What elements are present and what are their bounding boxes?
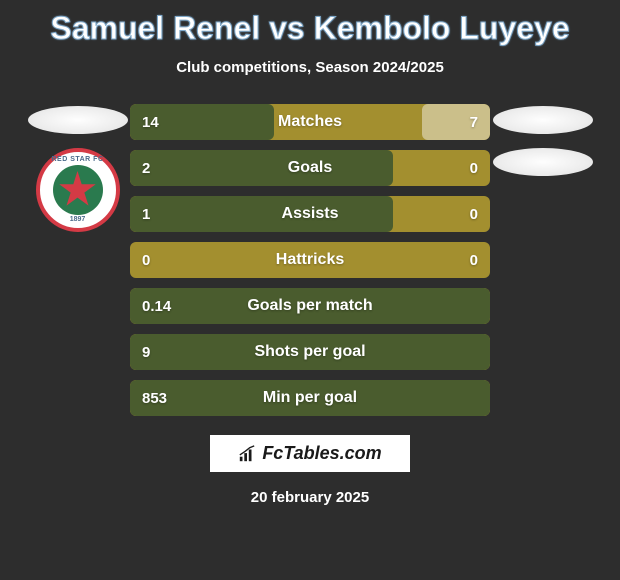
left-fill bbox=[130, 150, 393, 186]
left-value: 0.14 bbox=[142, 298, 171, 315]
stat-row: 853 Min per goal bbox=[130, 380, 490, 416]
stat-label: Goals per match bbox=[247, 297, 372, 315]
left-value: 9 bbox=[142, 344, 150, 361]
club-year-text: 1897 bbox=[70, 216, 86, 223]
stat-label: Hattricks bbox=[276, 251, 344, 269]
stat-label: Shots per goal bbox=[254, 343, 365, 361]
brand-text: FcTables.com bbox=[262, 443, 381, 464]
stat-bars: 14 7 Matches 2 0 Goals 1 0 Assists 0 0 Hattricks 0.1… bbox=[130, 104, 490, 416]
left-player-column: RED STAR FC 1897 bbox=[25, 104, 130, 416]
comparison-infographic: Samuel Renel vs Kembolo Luyeye Club comp… bbox=[0, 0, 620, 580]
main-area: RED STAR FC 1897 14 7 Matches 2 0 Goals 1 0 Assi… bbox=[0, 104, 620, 416]
footer: FcTables.com 20 february 2025 bbox=[0, 434, 620, 506]
right-player-badge bbox=[493, 106, 593, 134]
stat-row: 2 0 Goals bbox=[130, 150, 490, 186]
stat-row: 0 0 Hattricks bbox=[130, 242, 490, 278]
stat-label: Min per goal bbox=[263, 389, 357, 407]
left-player-badge bbox=[28, 106, 128, 134]
chart-icon bbox=[238, 445, 256, 463]
star-icon bbox=[59, 171, 97, 209]
left-value: 1 bbox=[142, 206, 150, 223]
right-fill bbox=[422, 104, 490, 140]
right-club-badge bbox=[493, 148, 593, 176]
club-logo-ring: RED STAR FC 1897 bbox=[36, 148, 120, 232]
left-fill bbox=[130, 196, 393, 232]
left-value: 14 bbox=[142, 114, 159, 131]
stat-label: Goals bbox=[288, 159, 332, 177]
stat-label: Matches bbox=[278, 113, 342, 131]
stat-row: 0.14 Goals per match bbox=[130, 288, 490, 324]
left-club-badge: RED STAR FC 1897 bbox=[36, 148, 120, 232]
page-title: Samuel Renel vs Kembolo Luyeye bbox=[0, 10, 620, 47]
date-text: 20 february 2025 bbox=[251, 489, 369, 506]
left-value: 0 bbox=[142, 252, 150, 269]
stat-label: Assists bbox=[282, 205, 339, 223]
stat-row: 14 7 Matches bbox=[130, 104, 490, 140]
stat-row: 1 0 Assists bbox=[130, 196, 490, 232]
club-name-text: RED STAR FC bbox=[51, 156, 103, 163]
subtitle: Club competitions, Season 2024/2025 bbox=[0, 59, 620, 76]
club-logo-inner bbox=[53, 165, 103, 215]
left-value: 2 bbox=[142, 160, 150, 177]
right-value: 0 bbox=[470, 206, 478, 223]
right-value: 0 bbox=[470, 160, 478, 177]
right-value: 7 bbox=[470, 114, 478, 131]
brand-box[interactable]: FcTables.com bbox=[209, 434, 410, 473]
stat-row: 9 Shots per goal bbox=[130, 334, 490, 370]
left-value: 853 bbox=[142, 390, 167, 407]
right-player-column bbox=[490, 104, 595, 416]
right-value: 0 bbox=[470, 252, 478, 269]
